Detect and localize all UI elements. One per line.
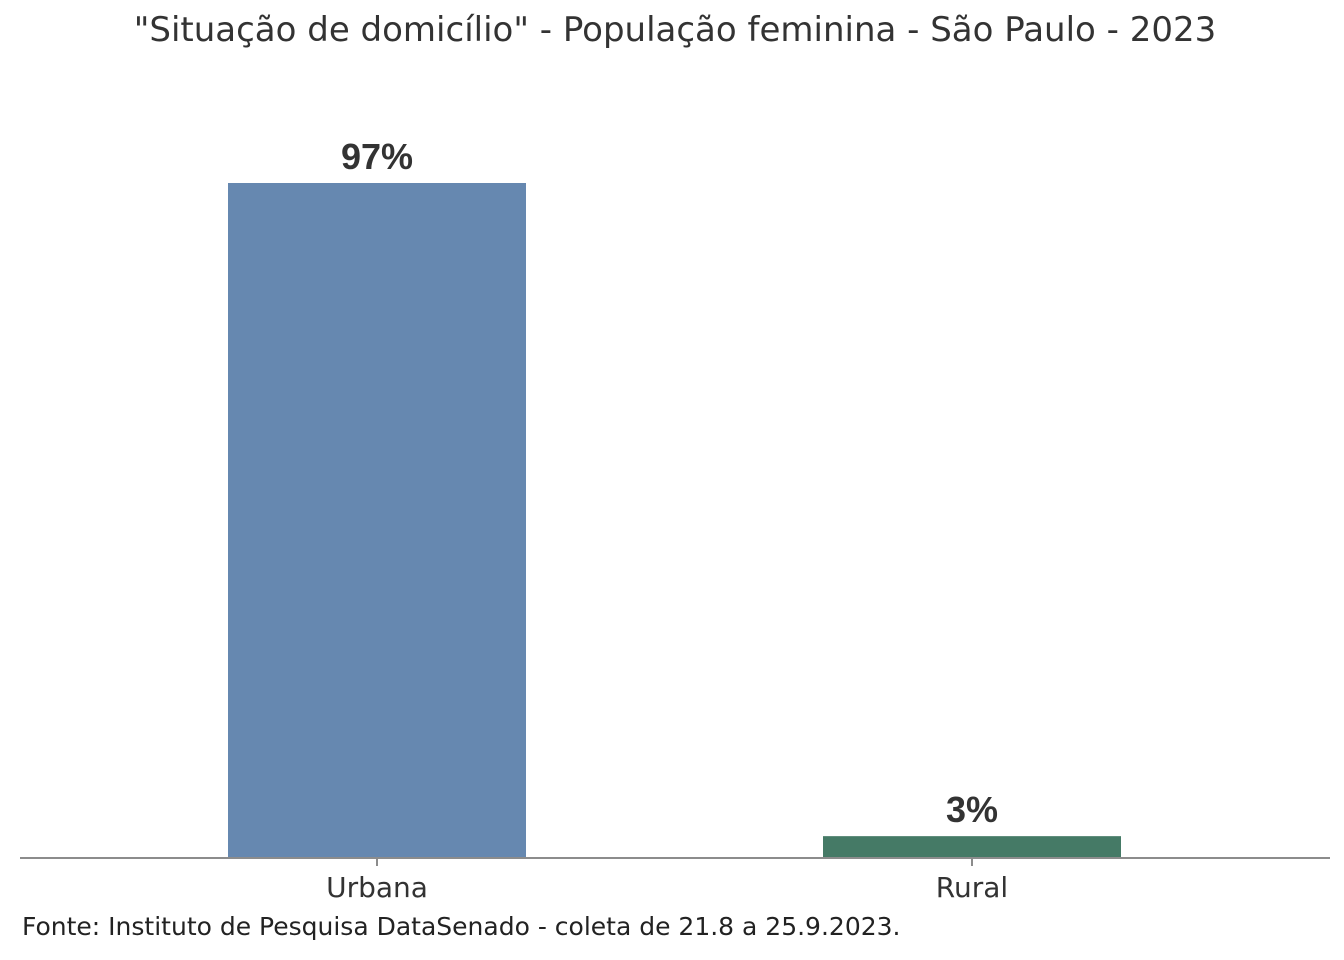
bar-chart: 97% 3% Urbana Rural [20, 136, 1330, 900]
category-label-urbana: Urbana [326, 871, 428, 900]
data-label-rural: 3% [946, 789, 998, 830]
bar-rural [823, 836, 1121, 857]
data-labels-group: 97% 3% [341, 136, 998, 830]
x-axis-ticks [376, 858, 973, 866]
category-label-rural: Rural [936, 871, 1008, 900]
data-label-urbana: 97% [341, 136, 413, 177]
category-labels-group: Urbana Rural [326, 871, 1008, 900]
bar-urbana [228, 183, 526, 857]
chart-title: "Situação de domicílio" - População femi… [133, 10, 1217, 50]
source-note: Fonte: Instituto de Pesquisa DataSenado … [22, 912, 901, 941]
bars-group [228, 183, 1121, 857]
